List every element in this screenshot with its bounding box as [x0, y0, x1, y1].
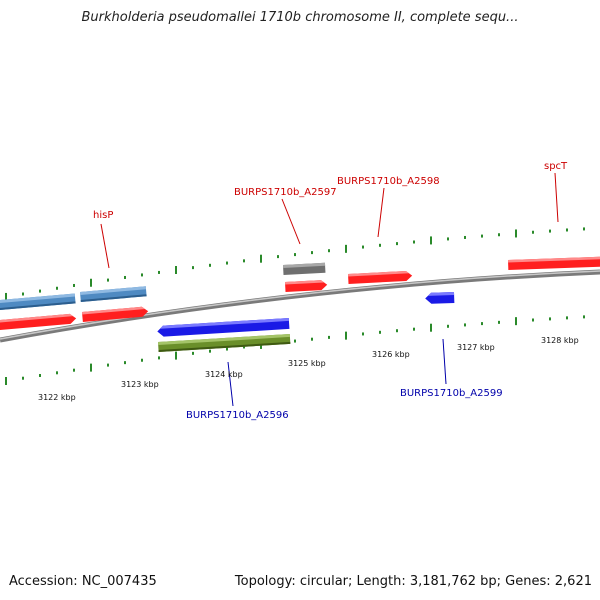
leader-a2599 [442, 338, 447, 385]
gene-a2599[interactable] [425, 291, 455, 304]
leader-spct [554, 172, 559, 223]
label-a2596[interactable]: BURPS1710b_A2596 [186, 410, 289, 421]
chromosome-backbone [0, 269, 600, 343]
gene-hisp-1[interactable] [0, 313, 77, 331]
genome-summary-text: Topology: circular; Length: 3,181,762 bp… [234, 574, 592, 589]
reverse-tick-row [5, 315, 585, 386]
kbp-label-3125: 3125 kbp [288, 359, 326, 368]
gene-a2597-gray[interactable] [283, 262, 326, 275]
label-a2598[interactable]: BURPS1710b_A2598 [337, 176, 440, 187]
gene-a2596[interactable] [157, 317, 290, 337]
leader-a2597 [281, 198, 301, 245]
forward-tick-row [5, 227, 585, 301]
chromosome-backbone-highlight [0, 270, 600, 340]
kbp-label-3128: 3128 kbp [541, 336, 579, 345]
leader-hisp [100, 223, 110, 269]
label-hisp[interactable]: hisP [93, 210, 113, 221]
gene-spct[interactable] [508, 256, 600, 270]
accession-text: Accession: NC_007435 [9, 574, 157, 589]
kbp-label-3124: 3124 kbp [205, 370, 243, 379]
kbp-label-3122: 3122 kbp [38, 393, 76, 402]
kbp-label-3123: 3123 kbp [121, 380, 159, 389]
label-a2597[interactable]: BURPS1710b_A2597 [234, 187, 337, 198]
leader-a2598 [377, 187, 385, 238]
map-title: Burkholderia pseudomallei 1710b chromoso… [81, 10, 519, 25]
gene-hisp-2[interactable] [82, 306, 149, 322]
gene-a2598[interactable] [348, 270, 413, 284]
kbp-label-3127: 3127 kbp [457, 343, 495, 352]
gene-blue-left-1[interactable] [0, 293, 76, 311]
leader-a2596 [227, 361, 234, 407]
gene-a2596-green[interactable] [158, 333, 291, 352]
gene-blue-left-2[interactable] [80, 286, 147, 302]
label-a2599[interactable]: BURPS1710b_A2599 [400, 388, 503, 399]
gene-a2597[interactable] [285, 280, 328, 292]
kbp-label-3126: 3126 kbp [372, 350, 410, 359]
label-spct[interactable]: spcT [544, 161, 568, 172]
